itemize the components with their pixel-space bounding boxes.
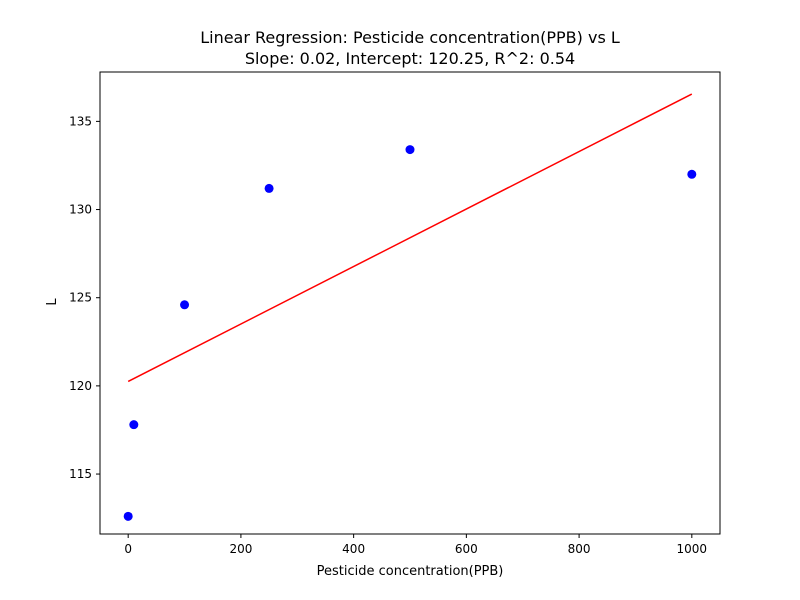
scatter-point: [264, 183, 274, 193]
x-tick-label: 200: [229, 542, 252, 556]
x-tick-label: 800: [568, 542, 591, 556]
y-axis-label: L: [45, 298, 60, 306]
scatter-point: [123, 511, 133, 521]
x-tick-label: 600: [455, 542, 478, 556]
y-tick-label: 125: [69, 291, 92, 305]
x-tick-label: 0: [124, 542, 132, 556]
scatter-point: [405, 145, 415, 155]
chart-subtitle: Slope: 0.02, Intercept: 120.25, R^2: 0.5…: [245, 49, 575, 68]
x-tick-label: 1000: [677, 542, 708, 556]
scatter-point: [687, 169, 697, 179]
chart-title: Linear Regression: Pesticide concentrati…: [200, 28, 620, 47]
y-tick-label: 120: [69, 379, 92, 393]
scatter-point: [180, 300, 190, 310]
y-tick-label: 130: [69, 203, 92, 217]
plot-marks-group: [123, 93, 697, 521]
scatter-point: [129, 420, 139, 430]
x-axis-label: Pesticide concentration(PPB): [317, 564, 504, 579]
axis-ticks-group: 0 200 400 600 800 1000 115 120 125 130 135: [69, 114, 707, 556]
plot-frame: [99, 71, 721, 535]
y-tick-label: 135: [69, 114, 92, 128]
regression-line: [127, 93, 693, 383]
x-tick-label: 400: [342, 542, 365, 556]
y-tick-label: 115: [69, 467, 92, 481]
